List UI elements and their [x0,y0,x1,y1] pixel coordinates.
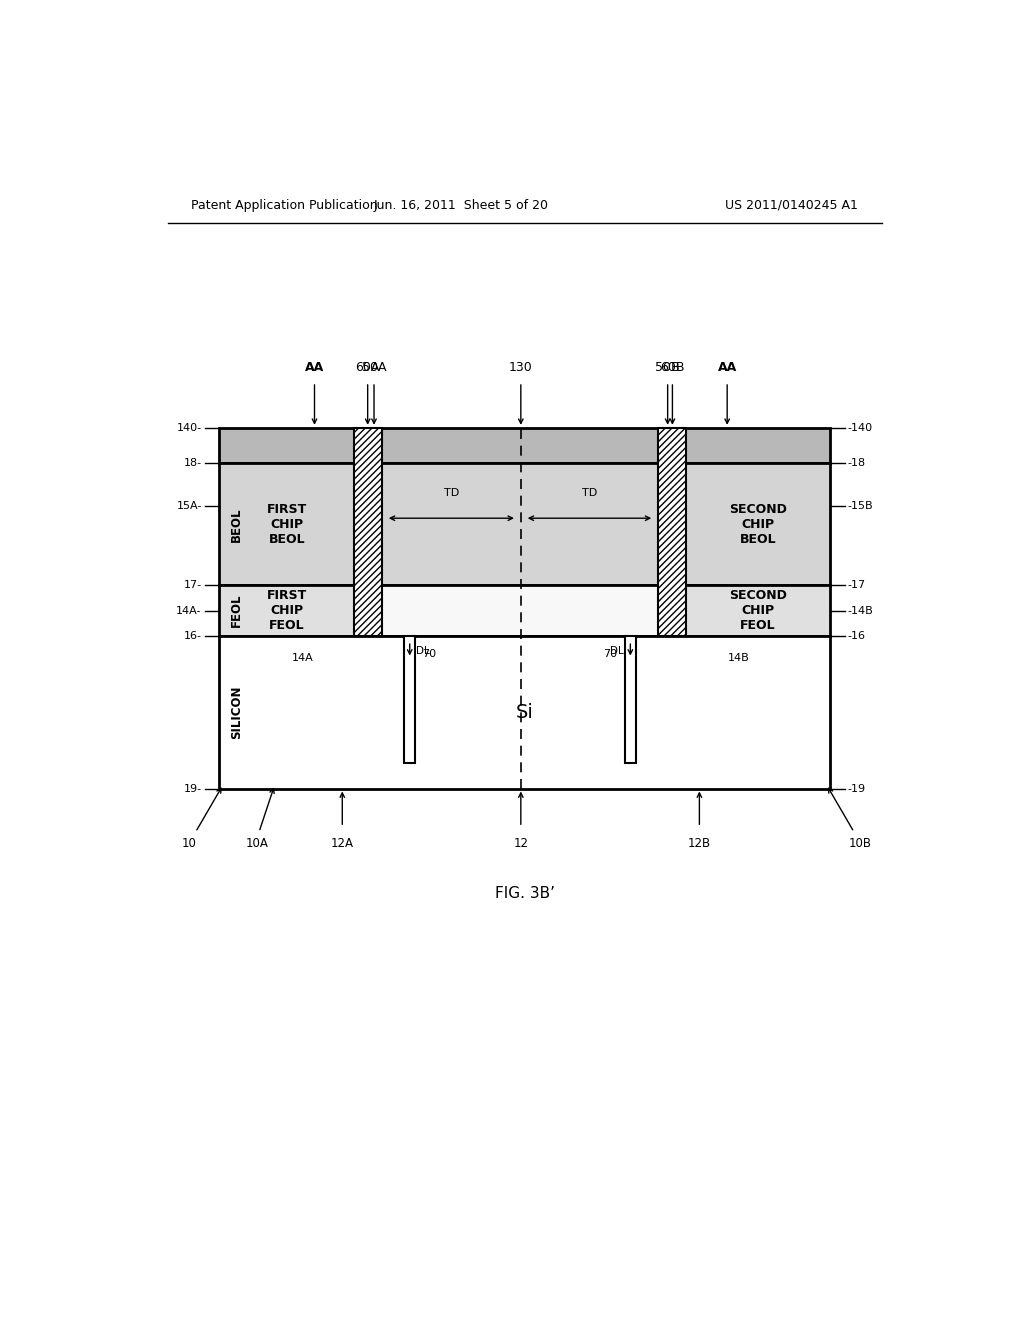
Text: 12: 12 [513,837,528,850]
Text: -140: -140 [848,422,872,433]
Text: 70: 70 [423,649,436,660]
Text: -19: -19 [848,784,866,793]
Text: 10: 10 [181,837,197,850]
Text: 60B: 60B [660,362,685,375]
Text: DL: DL [610,647,624,656]
Bar [374,463,668,585]
Text: FIRST
CHIP
BEOL: FIRST CHIP BEOL [266,503,307,545]
Text: 15A-: 15A- [176,502,202,511]
Text: 70: 70 [603,649,617,660]
Text: -17: -17 [848,581,866,590]
Text: -14B: -14B [848,606,873,615]
Text: TD: TD [582,488,597,498]
Text: FIRST
CHIP
FEOL: FIRST CHIP FEOL [266,589,307,632]
Text: 10B: 10B [849,837,872,850]
Text: 12B: 12B [688,837,711,850]
Text: 60A: 60A [355,362,380,375]
Text: DL: DL [416,647,430,656]
Text: -18: -18 [848,458,866,469]
Text: 50A: 50A [361,362,386,375]
Bar [625,636,636,763]
Text: 18-: 18- [183,458,202,469]
Bar [219,463,374,585]
Text: -15B: -15B [848,502,873,511]
Text: SECOND
CHIP
BEOL: SECOND CHIP BEOL [729,503,787,545]
Text: -16: -16 [848,631,866,642]
Text: 17-: 17- [183,581,202,590]
Bar [374,585,668,636]
Text: TD: TD [443,488,459,498]
Text: 19-: 19- [183,784,202,793]
Text: BEOL: BEOL [230,507,244,541]
Text: AA: AA [305,362,325,375]
Text: FIG. 3B’: FIG. 3B’ [495,886,555,900]
Bar [354,428,382,636]
Text: 14A-: 14A- [176,606,202,615]
Text: 130: 130 [509,362,532,375]
Bar [219,585,374,636]
Text: 14B: 14B [728,653,750,664]
Bar [404,636,416,763]
Text: 50B: 50B [655,362,680,375]
Text: SILICON: SILICON [230,685,244,739]
Text: Patent Application Publication: Patent Application Publication [191,198,378,211]
Bar [668,463,830,585]
Text: 14A: 14A [292,653,313,664]
Bar [668,585,830,636]
Text: FEOL: FEOL [230,594,244,627]
Text: 12A: 12A [331,837,353,850]
Text: Jun. 16, 2011  Sheet 5 of 20: Jun. 16, 2011 Sheet 5 of 20 [374,198,549,211]
Text: SECOND
CHIP
FEOL: SECOND CHIP FEOL [729,589,787,632]
Text: Si: Si [516,702,534,722]
Text: 16-: 16- [183,631,202,642]
Bar [219,636,830,788]
Bar [658,428,686,636]
Text: 10A: 10A [246,837,268,850]
Text: 140-: 140- [177,422,202,433]
Text: AA: AA [718,362,737,375]
Bar [219,428,830,463]
Text: US 2011/0140245 A1: US 2011/0140245 A1 [725,198,858,211]
